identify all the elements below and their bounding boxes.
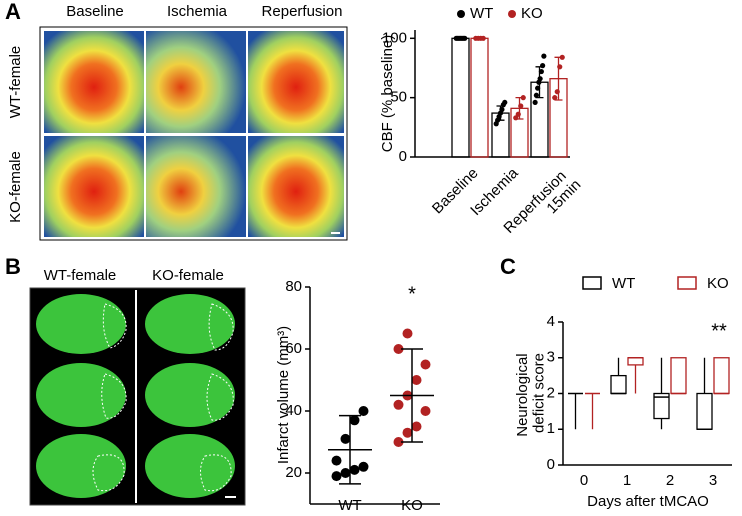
data-point (480, 35, 486, 41)
x-tick-label: WT (338, 497, 361, 514)
x-tick-label: 2 (666, 472, 674, 489)
data-point (349, 464, 360, 475)
data-point (411, 375, 422, 385)
legend-label: KO (521, 5, 543, 22)
brain-slices (36, 290, 236, 503)
y-axis-label: Neurological deficit score (514, 349, 548, 437)
data-point (331, 455, 342, 466)
box (627, 357, 644, 366)
legend-label: WT (612, 275, 635, 292)
y-tick-label: 50 (390, 89, 407, 106)
data-point (515, 111, 521, 117)
lsci-images (44, 31, 344, 237)
legend-marker (508, 10, 516, 18)
data-point (499, 106, 505, 113)
column-label: KO-female (152, 267, 224, 284)
box (713, 357, 730, 395)
data-point (393, 437, 404, 447)
data-point (552, 95, 558, 101)
data-point (533, 92, 539, 98)
box (653, 392, 670, 420)
panel-label: C (500, 254, 516, 279)
data-point (535, 85, 541, 91)
box (610, 374, 627, 395)
box (670, 357, 687, 395)
data-point (541, 53, 547, 59)
column-label: Reperfusion (262, 3, 343, 20)
y-tick-label: 4 (547, 313, 555, 330)
infarct-outlines (92, 303, 234, 492)
bar (451, 37, 470, 158)
data-point (393, 399, 404, 410)
column-label: Ischemia (167, 3, 228, 20)
y-tick-label: 2 (547, 384, 555, 401)
legend-label: WT (470, 5, 493, 22)
data-point (520, 95, 526, 101)
data-point (358, 406, 369, 416)
data-point (462, 35, 468, 41)
data-point (420, 359, 431, 370)
data-point (502, 99, 508, 106)
mean-sd (328, 414, 372, 485)
data-point (349, 415, 360, 426)
legend-marker (677, 276, 697, 290)
data-point (518, 103, 524, 109)
legend-marker (457, 10, 465, 18)
y-tick-label: 20 (285, 464, 302, 481)
x-axis-label: Days after tMCAO (587, 493, 709, 510)
y-tick-label: 60 (285, 340, 302, 357)
x-tick-label: 0 (580, 472, 588, 489)
data-point (340, 433, 351, 444)
x-tick-label: 1 (623, 472, 631, 489)
column-label: WT-female (44, 267, 117, 284)
y-axis-label: CBF (% baseline) (379, 35, 396, 153)
significance: ** (711, 320, 727, 342)
data-point (557, 64, 563, 70)
legend-label: KO (707, 275, 729, 292)
panel-label: B (5, 254, 21, 279)
mean-sd (390, 348, 434, 443)
y-tick-label: 100 (382, 29, 407, 46)
y-tick-label: 3 (547, 349, 555, 366)
data-point (532, 99, 538, 106)
bar (470, 37, 489, 158)
data-point (393, 344, 404, 354)
data-point (559, 54, 565, 60)
column-label: Baseline (66, 3, 124, 20)
data-point (331, 471, 342, 482)
data-point (402, 328, 413, 339)
y-tick-label: 0 (399, 148, 407, 165)
data-point (538, 68, 544, 75)
y-axis-label: Infarct volume (mm³) (275, 326, 292, 464)
y-tick-label: 80 (285, 278, 302, 295)
data-point (540, 63, 546, 69)
y-tick-label: 0 (547, 456, 555, 473)
legend-marker (582, 276, 602, 290)
data-point (411, 421, 422, 432)
data-point (420, 406, 431, 416)
box (696, 392, 713, 430)
x-tick-label: KO (401, 497, 423, 514)
x-tick-label: 3 (709, 472, 717, 489)
significance: * (408, 283, 416, 305)
data-point (358, 461, 369, 472)
y-tick-label: 1 (547, 420, 555, 437)
row-label: KO-female (7, 151, 24, 223)
data-point (340, 468, 351, 478)
data-point (554, 89, 560, 95)
panel-label: A (5, 0, 21, 24)
y-tick-label: 40 (285, 402, 302, 419)
data-point (402, 427, 413, 438)
row-label: WT-female (7, 46, 24, 119)
data-point (537, 76, 543, 82)
